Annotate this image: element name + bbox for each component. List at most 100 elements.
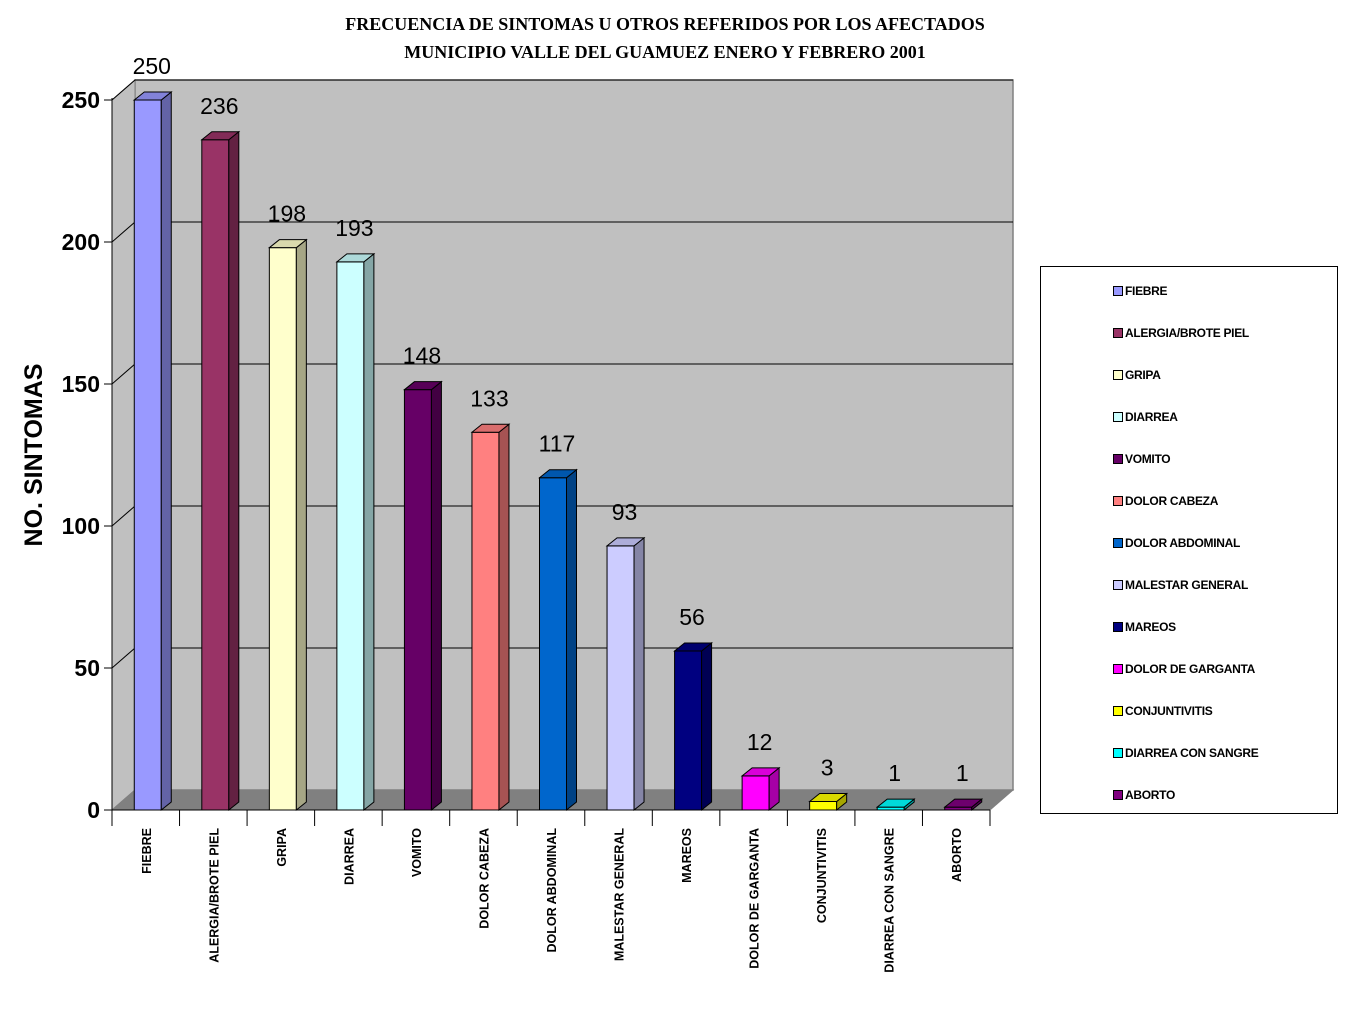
bar-front bbox=[472, 432, 499, 810]
legend-swatch bbox=[1113, 706, 1123, 716]
y-tick-label-1: 50 bbox=[74, 655, 100, 681]
bar-front bbox=[202, 140, 229, 810]
legend-swatch bbox=[1113, 328, 1123, 338]
legend-swatch bbox=[1113, 454, 1123, 464]
x-tick-label-6: DOLOR CABEZA bbox=[477, 828, 491, 929]
x-tick-label-7: DOLOR ABDOMINAL bbox=[545, 828, 559, 953]
legend-label: VOMITO bbox=[1125, 452, 1170, 466]
legend-item: DIARREA bbox=[1113, 407, 1178, 427]
legend-item: MALESTAR GENERAL bbox=[1113, 575, 1248, 595]
bar-2 bbox=[202, 132, 239, 810]
legend-item: VOMITO bbox=[1113, 449, 1170, 469]
y-tick-label-2: 100 bbox=[62, 513, 100, 539]
bar-7 bbox=[540, 470, 577, 810]
legend-swatch bbox=[1113, 286, 1123, 296]
legend-swatch bbox=[1113, 538, 1123, 548]
legend-label: DIARREA bbox=[1125, 410, 1178, 424]
bar-10 bbox=[742, 768, 779, 810]
legend-swatch bbox=[1113, 370, 1123, 380]
bar-front bbox=[404, 390, 431, 810]
data-label-8: 93 bbox=[612, 499, 638, 525]
data-label-5: 148 bbox=[403, 343, 441, 369]
legend-label: CONJUNTIVITIS bbox=[1125, 704, 1212, 718]
bar-5 bbox=[404, 382, 441, 810]
bar-side bbox=[229, 132, 239, 810]
legend-item: DIARREA CON SANGRE bbox=[1113, 743, 1259, 763]
bar-front bbox=[810, 801, 837, 810]
legend-item: DOLOR DE GARGANTA bbox=[1113, 659, 1255, 679]
legend-item: DOLOR ABDOMINAL bbox=[1113, 533, 1240, 553]
y-axis-title: NO. SINTOMAS bbox=[20, 364, 48, 547]
x-tick-label-11: CONJUNTIVITIS bbox=[815, 828, 829, 923]
data-label-1: 250 bbox=[133, 53, 171, 79]
x-tick-label-13: ABORTO bbox=[950, 828, 964, 882]
data-label-10: 12 bbox=[747, 729, 773, 755]
data-label-4: 193 bbox=[335, 215, 373, 241]
bar-front bbox=[540, 478, 567, 810]
x-tick-label-5: VOMITO bbox=[410, 828, 424, 877]
bar-front bbox=[607, 546, 634, 810]
x-tick-label-8: MALESTAR GENERAL bbox=[613, 828, 627, 961]
x-tick-label-3: GRIPA bbox=[275, 828, 289, 867]
bar-3 bbox=[269, 240, 306, 810]
data-label-11: 3 bbox=[821, 754, 834, 780]
y-tick-label-3: 150 bbox=[62, 371, 100, 397]
bar-side bbox=[499, 424, 509, 810]
bar-1 bbox=[134, 92, 171, 810]
x-tick-label-4: DIARREA bbox=[342, 828, 356, 885]
legend-label: DOLOR ABDOMINAL bbox=[1125, 536, 1240, 550]
bar-side bbox=[431, 382, 441, 810]
bar-front bbox=[134, 100, 161, 810]
bar-9 bbox=[675, 643, 712, 810]
legend-label: DIARREA CON SANGRE bbox=[1125, 746, 1259, 760]
bar-front bbox=[675, 651, 702, 810]
x-tick-label-9: MAREOS bbox=[680, 828, 694, 883]
bar-side bbox=[161, 92, 171, 810]
legend-label: ABORTO bbox=[1125, 788, 1175, 802]
legend-label: ALERGIA/BROTE PIEL bbox=[1125, 326, 1249, 340]
data-label-13: 1 bbox=[956, 760, 969, 786]
legend-item: CONJUNTIVITIS bbox=[1113, 701, 1212, 721]
legend-item: ABORTO bbox=[1113, 785, 1175, 805]
bar-front bbox=[742, 776, 769, 810]
data-label-7: 117 bbox=[539, 431, 576, 457]
data-label-2: 236 bbox=[200, 93, 238, 119]
legend-label: MAREOS bbox=[1125, 620, 1176, 634]
bar-6 bbox=[472, 424, 509, 810]
legend-item: ALERGIA/BROTE PIEL bbox=[1113, 323, 1249, 343]
chart-legend: FIEBRE ALERGIA/BROTE PIEL GRIPA DIARREA VOMI… bbox=[1040, 266, 1338, 814]
bar-side bbox=[702, 643, 712, 810]
bar-side bbox=[364, 254, 374, 810]
data-label-3: 198 bbox=[268, 201, 306, 227]
legend-item: GRIPA bbox=[1113, 365, 1161, 385]
legend-swatch bbox=[1113, 664, 1123, 674]
legend-swatch bbox=[1113, 580, 1123, 590]
legend-label: MALESTAR GENERAL bbox=[1125, 578, 1248, 592]
legend-swatch bbox=[1113, 790, 1123, 800]
x-tick-label-2: ALERGIA/BROTE PIEL bbox=[207, 828, 221, 963]
bar-front bbox=[269, 248, 296, 810]
legend-swatch bbox=[1113, 412, 1123, 422]
bar-8 bbox=[607, 538, 644, 810]
y-tick-label-5: 250 bbox=[62, 87, 100, 113]
y-tick-label-4: 200 bbox=[62, 229, 100, 255]
y-tick-label-0: 0 bbox=[87, 797, 100, 823]
legend-item: FIEBRE bbox=[1113, 281, 1167, 301]
legend-swatch bbox=[1113, 748, 1123, 758]
legend-swatch bbox=[1113, 496, 1123, 506]
legend-label: FIEBRE bbox=[1125, 284, 1167, 298]
bar-side bbox=[296, 240, 306, 810]
bar-side bbox=[634, 538, 644, 810]
legend-label: DOLOR DE GARGANTA bbox=[1125, 662, 1255, 676]
legend-item: MAREOS bbox=[1113, 617, 1176, 637]
data-label-9: 56 bbox=[679, 604, 705, 630]
chart-side-wall bbox=[112, 80, 135, 810]
bar-front bbox=[337, 262, 364, 810]
x-tick-label-1: FIEBRE bbox=[140, 828, 154, 874]
data-label-6: 133 bbox=[470, 385, 508, 411]
bar-side bbox=[567, 470, 577, 810]
x-tick-label-12: DIARREA CON SANGRE bbox=[883, 828, 897, 973]
data-label-12: 1 bbox=[888, 760, 901, 786]
bar-4 bbox=[337, 254, 374, 810]
legend-item: DOLOR CABEZA bbox=[1113, 491, 1218, 511]
